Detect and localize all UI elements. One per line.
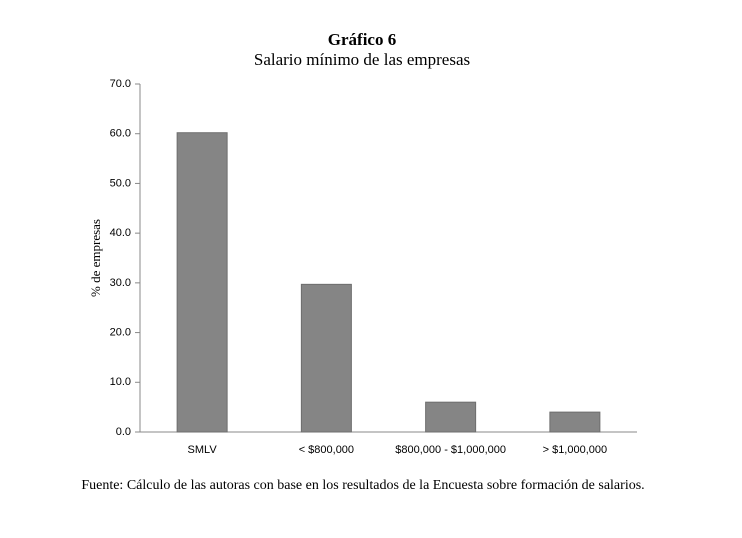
y-tick-label: 30.0: [110, 277, 131, 289]
y-tick-label: 20.0: [110, 326, 131, 338]
x-tick-label: > $1,000,000: [543, 444, 608, 456]
y-tick-label: 0.0: [116, 426, 131, 438]
y-tick-label: 60.0: [110, 128, 131, 140]
source-note: Fuente: Cálculo de las autoras con base …: [81, 478, 644, 493]
y-tick-label: 10.0: [110, 376, 131, 388]
y-tick-label: 40.0: [110, 227, 131, 239]
x-tick-label: SMLV: [188, 444, 218, 456]
bar: [549, 411, 601, 433]
y-tick-label: 50.0: [110, 177, 131, 189]
y-axis-label: % de empresas: [88, 219, 103, 297]
x-tick-label: $800,000 - $1,000,000: [395, 444, 506, 456]
y-tick-label: 70.0: [110, 78, 131, 90]
chart-subtitle: Salario mínimo de las empresas: [254, 50, 470, 69]
bar: [425, 401, 477, 433]
x-tick-label: < $800,000: [299, 444, 354, 456]
bar: [176, 132, 228, 433]
bar: [300, 283, 352, 433]
chart-title: Gráfico 6: [328, 30, 396, 49]
